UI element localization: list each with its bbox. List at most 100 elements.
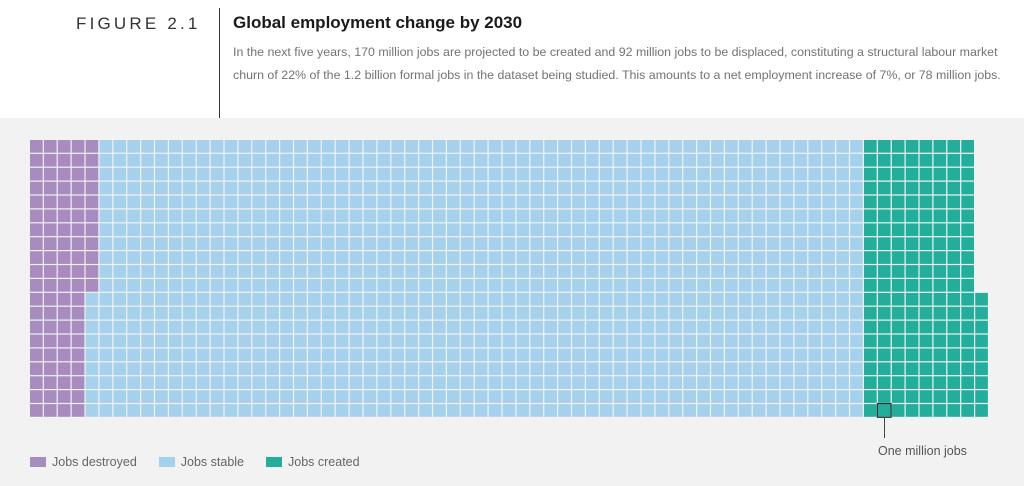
waffle-cell-created bbox=[919, 195, 933, 209]
waffle-cell-stable bbox=[850, 167, 863, 181]
waffle-cell-created bbox=[891, 181, 905, 195]
waffle-cell-stable bbox=[335, 320, 349, 334]
legend-item-stable: Jobs stable bbox=[158, 455, 244, 469]
waffle-cell-stable bbox=[266, 265, 279, 278]
waffle-cell-stable bbox=[335, 390, 349, 403]
waffle-cell-stable bbox=[697, 223, 710, 237]
waffle-cell-stable bbox=[558, 251, 571, 264]
waffle-cell-stable bbox=[683, 320, 696, 334]
waffle-cell-destroyed bbox=[30, 140, 43, 153]
waffle-cell-created bbox=[947, 348, 961, 362]
waffle-cell-destroyed bbox=[43, 320, 57, 334]
waffle-cell-stable bbox=[363, 237, 377, 250]
waffle-cell-stable bbox=[627, 181, 641, 195]
waffle-cell-stable bbox=[99, 195, 113, 209]
waffle-cell-stable bbox=[169, 292, 182, 306]
waffle-cell-stable bbox=[349, 320, 363, 334]
waffle-cell-stable bbox=[363, 404, 377, 417]
waffle-cell-stable bbox=[544, 390, 557, 403]
waffle-cell-stable bbox=[725, 306, 738, 320]
waffle-cell-created bbox=[975, 376, 988, 389]
waffle-cell-stable bbox=[544, 167, 557, 181]
waffle-cell-stable bbox=[419, 181, 432, 195]
waffle-cell-stable bbox=[488, 334, 502, 348]
waffle-cell-stable bbox=[822, 167, 835, 181]
waffle-cell-stable bbox=[224, 167, 238, 181]
waffle-cell-stable bbox=[474, 390, 488, 403]
waffle-cell-stable bbox=[155, 320, 168, 334]
waffle-cell-stable bbox=[725, 265, 738, 278]
waffle-cell-stable bbox=[711, 390, 724, 403]
waffle-cell-stable bbox=[725, 223, 738, 237]
waffle-cell-stable bbox=[808, 153, 822, 167]
waffle-cell-stable bbox=[850, 348, 863, 362]
waffle-cell-stable bbox=[196, 237, 210, 250]
waffle-cell-stable bbox=[210, 334, 224, 348]
waffle-cell-stable bbox=[127, 209, 140, 223]
waffle-cell-stable bbox=[474, 292, 488, 306]
waffle-cell-stable bbox=[697, 153, 710, 167]
waffle-cell-stable bbox=[488, 181, 502, 195]
waffle-cell-stable bbox=[808, 237, 822, 250]
waffle-cell-stable bbox=[711, 362, 724, 376]
waffle-cell-stable bbox=[391, 209, 405, 223]
waffle-cell-created bbox=[919, 265, 933, 278]
waffle-cell-stable bbox=[252, 140, 266, 153]
waffle-cell-stable bbox=[655, 390, 669, 403]
waffle-cell-stable bbox=[433, 195, 446, 209]
waffle-cell-stable bbox=[766, 306, 780, 320]
waffle-cell-stable bbox=[113, 181, 127, 195]
waffle-cell-stable bbox=[196, 167, 210, 181]
waffle-cell-stable bbox=[613, 265, 627, 278]
waffle-cell-created bbox=[919, 348, 933, 362]
waffle-cell-stable bbox=[766, 251, 780, 264]
waffle-cell-stable bbox=[530, 167, 544, 181]
waffle-cell-stable bbox=[586, 265, 599, 278]
waffle-cell-stable bbox=[780, 251, 794, 264]
waffle-cell-destroyed bbox=[43, 209, 57, 223]
waffle-cell-destroyed bbox=[57, 140, 71, 153]
waffle-cell-destroyed bbox=[71, 376, 85, 389]
waffle-cell-stable bbox=[433, 251, 446, 264]
waffle-cell-stable bbox=[266, 390, 279, 403]
waffle-cell-stable bbox=[113, 320, 127, 334]
waffle-cell-stable bbox=[850, 265, 863, 278]
waffle-cell-stable bbox=[182, 292, 196, 306]
waffle-cell-stable bbox=[391, 140, 405, 153]
waffle-cell-destroyed bbox=[85, 167, 99, 181]
waffle-chart bbox=[30, 140, 988, 418]
waffle-cell-created bbox=[864, 376, 877, 389]
waffle-cell-stable bbox=[627, 237, 641, 250]
waffle-cell-stable bbox=[460, 140, 474, 153]
waffle-cell-stable bbox=[558, 376, 571, 389]
waffle-cell-created bbox=[975, 390, 988, 403]
waffle-cell-stable bbox=[155, 153, 168, 167]
waffle-cell-stable bbox=[627, 376, 641, 389]
waffle-cell-stable bbox=[766, 320, 780, 334]
waffle-cell-stable bbox=[516, 209, 530, 223]
waffle-cell-stable bbox=[572, 292, 585, 306]
waffle-cell-stable bbox=[641, 404, 655, 417]
waffle-cell-stable bbox=[141, 265, 154, 278]
waffle-cell-stable bbox=[822, 334, 835, 348]
waffle-cell-destroyed bbox=[57, 167, 71, 181]
waffle-cell-stable bbox=[544, 306, 557, 320]
waffle-cell-stable bbox=[613, 348, 627, 362]
waffle-cell-stable bbox=[697, 279, 710, 292]
waffle-cell-stable bbox=[252, 376, 266, 389]
waffle-cell-stable bbox=[155, 140, 168, 153]
waffle-cell-stable bbox=[697, 140, 710, 153]
waffle-cell-destroyed bbox=[30, 153, 43, 167]
waffle-cell-stable bbox=[641, 279, 655, 292]
waffle-cell-stable bbox=[210, 362, 224, 376]
waffle-cell-stable bbox=[822, 140, 835, 153]
waffle-cell-destroyed bbox=[57, 279, 71, 292]
waffle-cell-created bbox=[877, 251, 891, 264]
waffle-cell-stable bbox=[266, 348, 279, 362]
waffle-cell-created bbox=[947, 140, 961, 153]
waffle-cell-stable bbox=[349, 348, 363, 362]
waffle-cell-stable bbox=[683, 251, 696, 264]
waffle-cell-stable bbox=[822, 181, 835, 195]
waffle-cell-stable bbox=[794, 251, 808, 264]
waffle-cell-stable bbox=[683, 181, 696, 195]
